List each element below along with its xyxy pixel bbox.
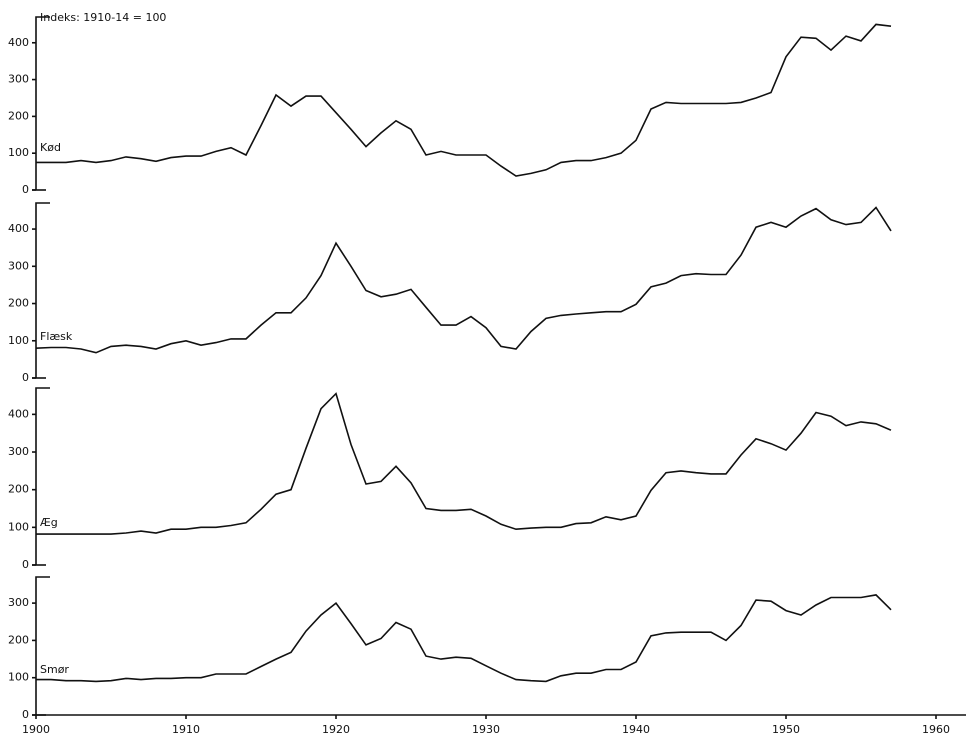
x-tick-label: 1950 (772, 723, 800, 736)
series-line (36, 392, 892, 535)
series-label: Æg (40, 516, 58, 529)
y-tick-label: 200 (8, 109, 29, 122)
series-label: Kød (40, 141, 61, 154)
y-tick-label: 300 (8, 259, 29, 272)
series-line (36, 23, 892, 177)
series-line (36, 594, 892, 683)
x-tick-label: 1910 (172, 723, 200, 736)
y-tick-label: 300 (8, 596, 29, 609)
y-tick-label: 100 (8, 520, 29, 533)
y-axis (35, 202, 50, 378)
y-tick-label: 200 (8, 633, 29, 646)
y-tick-label: 0 (22, 183, 29, 196)
series-label: Flæsk (40, 330, 73, 343)
x-tick-label: 1940 (622, 723, 650, 736)
series-label: Smør (40, 663, 69, 676)
y-tick-label: 300 (8, 73, 29, 86)
y-tick-label: 0 (22, 708, 29, 721)
chart-title: Indeks: 1910-14 = 100 (40, 11, 166, 24)
y-tick-label: 100 (8, 334, 29, 347)
y-tick-label: 300 (8, 445, 29, 458)
x-tick-label: 1930 (472, 723, 500, 736)
y-tick-label: 400 (8, 407, 29, 420)
y-tick-label: 200 (8, 297, 29, 310)
y-axis (35, 16, 50, 190)
x-tick-label: 1920 (322, 723, 350, 736)
y-axis (35, 387, 50, 565)
x-tick-label: 1900 (22, 723, 50, 736)
y-tick-label: 100 (8, 671, 29, 684)
y-tick-label: 400 (8, 36, 29, 49)
y-tick-label: 400 (8, 222, 29, 235)
y-tick-label: 0 (22, 558, 29, 571)
x-tick-label: 1960 (922, 723, 950, 736)
y-tick-label: 200 (8, 483, 29, 496)
series-line (35, 206, 892, 354)
y-axis (35, 576, 50, 715)
y-tick-label: 0 (22, 371, 29, 384)
y-tick-label: 100 (8, 146, 29, 159)
